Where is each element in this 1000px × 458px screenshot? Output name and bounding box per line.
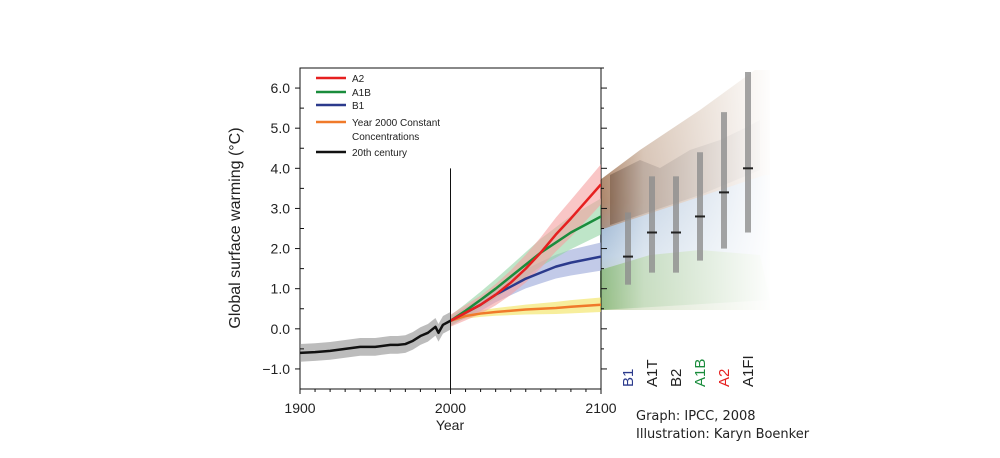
scenario-bar-b2 (673, 176, 679, 273)
y-tick-label: 1.0 (271, 281, 291, 297)
scenario-label-a1t: A1T (644, 359, 661, 387)
scenario-bars (623, 72, 753, 285)
y-tick-label: −1.0 (262, 361, 290, 377)
right-axis-ticks (601, 67, 607, 370)
scenario-label-b1: B1 (620, 369, 637, 387)
x-tick-label: 2100 (585, 400, 616, 416)
y-tick-label: 5.0 (271, 120, 291, 136)
legend-label-b1: B1 (352, 101, 365, 112)
series-a1b (449, 215, 601, 322)
y-axis: −1.0 0.0 1.0 2.0 3.0 4.0 5.0 6.0 (262, 67, 304, 377)
legend-label-a2: A2 (352, 74, 365, 85)
scenario-bar-a2 (721, 112, 727, 249)
y-tick-label: 2.0 (271, 241, 291, 257)
scenario-labels: B1 A1T B2 A1B A2 A1FI (620, 355, 757, 387)
scenario-bar-a1b (697, 152, 703, 261)
x-axis: 1900 2000 2100 (284, 389, 617, 416)
y-tick-label: 4.0 (271, 160, 291, 176)
x-axis-label: Year (436, 417, 465, 433)
x-tick-label: 1900 (284, 400, 315, 416)
legend: A2 A1B B1 Year 2000 Constant Concentrations 2… (316, 74, 440, 159)
legend-label-year-2000-constant: Year 2000 Constant (352, 118, 440, 129)
scenario-label-a1b: A1B (692, 359, 709, 387)
legend-label-concentrations: Concentrations (352, 132, 419, 143)
scenario-bar-b1 (625, 212, 631, 285)
scenario-label-a1fi: A1FI (740, 355, 757, 387)
scenario-bar-a1t (649, 176, 655, 273)
graph-credit: Graph: IPCC, 2008 (636, 409, 756, 424)
legend-label-a1b: A1B (352, 88, 371, 99)
legend-label-20th-century: 20th century (352, 148, 407, 159)
y-axis-label: Global surface warming (°C) (227, 127, 244, 328)
scenario-bar-a1fi (745, 72, 751, 233)
plot-area: −1.0 0.0 1.0 2.0 3.0 4.0 5.0 6.0 1900 2000 2100 (262, 67, 617, 416)
scenario-label-a2: A2 (716, 369, 733, 387)
illustration-credit: Illustration: Karyn Boenker (636, 427, 810, 442)
x-tick-label: 2000 (435, 400, 466, 416)
scenario-label-b2: B2 (668, 369, 685, 387)
series-a2 (449, 183, 601, 322)
y-tick-label: 0.0 (271, 321, 291, 337)
y-tick-label: 3.0 (271, 200, 291, 216)
series-20th-century (300, 319, 452, 355)
band-20th-century (300, 311, 451, 362)
series-year-2000-constant-concentrations (450, 303, 601, 322)
y-tick-label: 6.0 (271, 80, 291, 96)
